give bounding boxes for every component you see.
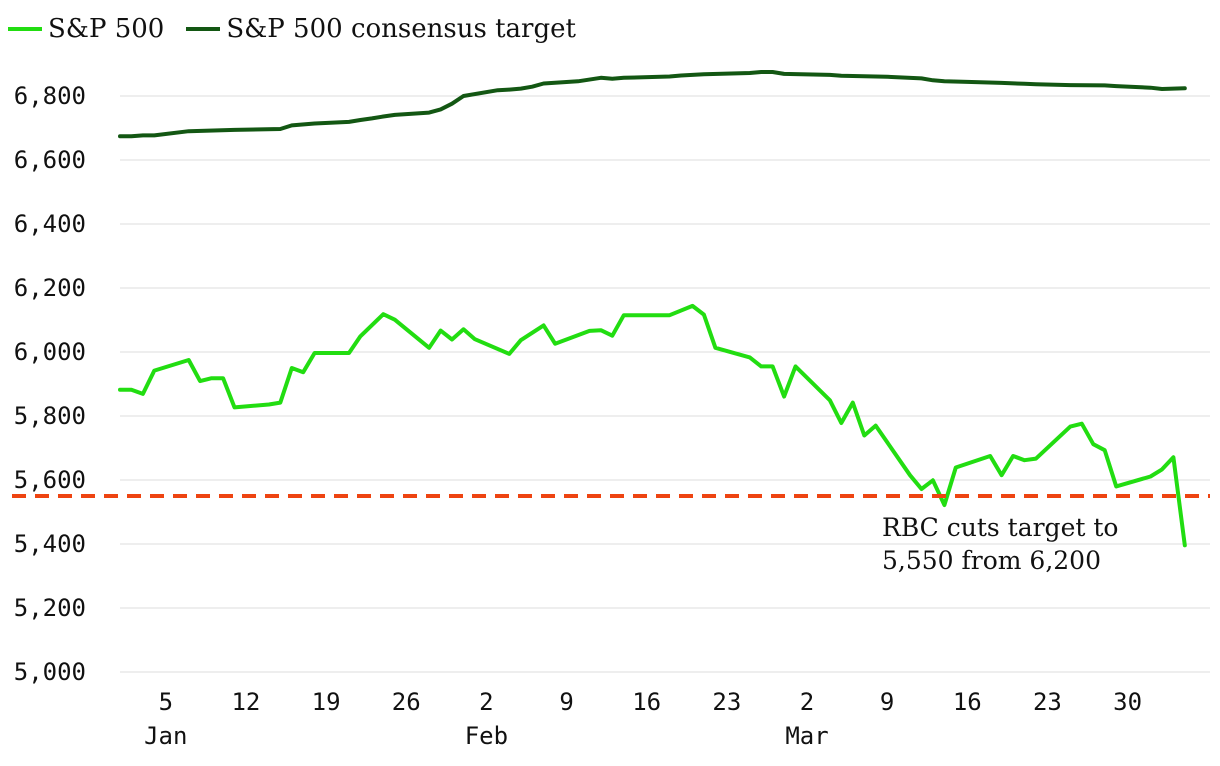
x-tick-label: 2 [479,688,493,716]
y-tick-label: 6,600 [14,146,86,174]
series-line-sp500 [118,303,1187,548]
y-tick-label: 5,400 [14,530,86,558]
x-tick-label: 9 [880,688,894,716]
x-axis: 5 Jan 12 19 26 2 Feb 9 16 23 2 Mar 9 16 23 30 [144,688,1142,750]
x-tick-label: 23 [712,688,741,716]
legend-swatch-consensus [186,27,221,31]
x-month-label: Feb [465,722,508,750]
x-tick-label: 5 [159,688,173,716]
annotation-line-1: RBC cuts target to [882,513,1118,542]
x-tick-label: 9 [559,688,573,716]
legend-swatch-sp500 [8,27,42,31]
legend-label-sp500: S&P 500 [48,14,165,44]
annotation-line-2: 5,550 from 6,200 [882,546,1101,575]
y-tick-label: 5,600 [14,466,86,494]
x-tick-label: 19 [312,688,341,716]
x-tick-label: 23 [1033,688,1062,716]
x-month-label: Jan [144,722,187,750]
gridlines [120,95,1210,673]
legend-item-consensus: S&P 500 consensus target [186,14,576,44]
y-tick-label: 5,800 [14,402,86,430]
x-tick-label: 30 [1113,688,1142,716]
x-tick-label: 12 [231,688,260,716]
series-lines [118,70,1187,548]
y-axis: 5,000 5,200 5,400 5,600 5,800 6,000 6,200 6,400… [14,82,86,686]
y-tick-label: 6,200 [14,274,86,302]
y-tick-label: 6,400 [14,210,86,238]
x-tick-label: 16 [953,688,982,716]
x-tick-label: 16 [632,688,661,716]
x-tick-label: 2 [800,688,814,716]
legend: S&P 500 S&P 500 consensus target [8,14,576,44]
y-tick-label: 6,800 [14,82,86,110]
legend-label-consensus: S&P 500 consensus target [226,14,576,44]
series-line-consensus [118,70,1187,139]
y-tick-label: 6,000 [14,338,86,366]
legend-item-sp500: S&P 500 [8,14,164,44]
y-tick-label: 5,000 [14,658,86,686]
x-month-label: Mar [785,722,828,750]
x-tick-label: 26 [392,688,421,716]
y-tick-label: 5,200 [14,594,86,622]
